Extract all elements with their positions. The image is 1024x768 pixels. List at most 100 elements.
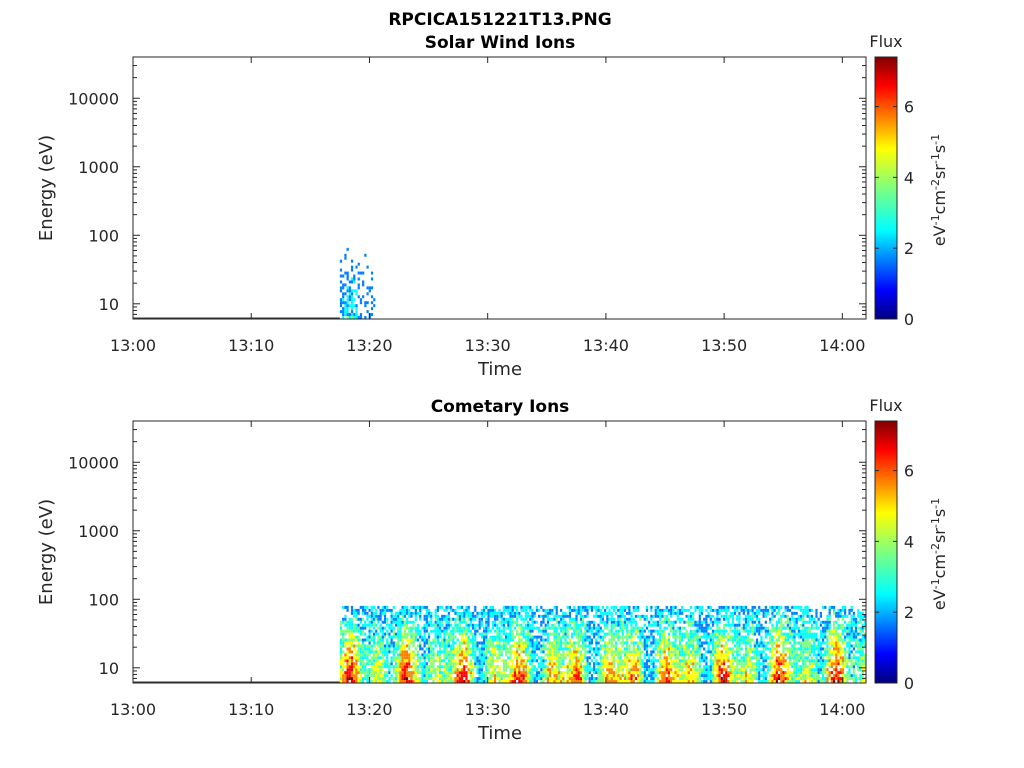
heatmap-cell xyxy=(828,611,831,615)
heatmap-cell xyxy=(835,650,838,654)
heatmap-cell xyxy=(571,674,574,678)
heatmap-cell xyxy=(500,635,503,639)
heatmap-cell xyxy=(342,662,345,666)
heatmap-cell xyxy=(522,665,525,669)
heatmap-cell xyxy=(623,608,627,612)
heatmap-cell xyxy=(652,638,655,642)
heatmap-cell xyxy=(544,629,547,633)
heatmap-cell xyxy=(692,620,695,624)
heatmap-cell xyxy=(449,647,453,651)
heatmap-cell xyxy=(716,653,719,657)
heatmap-cell xyxy=(771,641,774,645)
heatmap-cell xyxy=(725,605,728,609)
heatmap-cell xyxy=(480,614,483,618)
heatmap-cell xyxy=(489,680,492,683)
heatmap-cell xyxy=(777,638,781,642)
heatmap-cell xyxy=(474,680,477,683)
heatmap-cell xyxy=(346,662,349,666)
heatmap-cell xyxy=(524,650,528,654)
heatmap-cell xyxy=(837,671,840,675)
heatmap-cell xyxy=(399,632,402,636)
heatmap-cell xyxy=(802,647,805,651)
heatmap-cell xyxy=(388,662,391,666)
heatmap-cell xyxy=(731,650,734,654)
heatmap-cell xyxy=(353,316,356,319)
heatmap-cell xyxy=(522,662,525,666)
heatmap-cell xyxy=(810,644,814,648)
heatmap-cell xyxy=(685,641,688,645)
heatmap-cell xyxy=(513,635,516,639)
heatmap-cell xyxy=(350,259,354,263)
heatmap-cell xyxy=(714,641,717,645)
heatmap-cell xyxy=(518,662,521,666)
heatmap-cell xyxy=(474,608,477,612)
heatmap-cell xyxy=(832,608,836,612)
heatmap-cell xyxy=(780,662,783,666)
heatmap-cell xyxy=(522,641,525,645)
heatmap-cell xyxy=(399,617,402,621)
heatmap-cell xyxy=(463,650,466,654)
heatmap-cell xyxy=(364,316,367,319)
heatmap-cell xyxy=(438,632,442,636)
heatmap-cell xyxy=(498,674,501,678)
heatmap-cell xyxy=(656,605,660,609)
heatmap-cell xyxy=(491,623,494,627)
heatmap-cell xyxy=(696,653,699,657)
heatmap-cell xyxy=(694,677,697,681)
heatmap-cell xyxy=(758,623,761,627)
heatmap-cell xyxy=(791,677,794,681)
heatmap-cell xyxy=(630,674,633,678)
heatmap-cell xyxy=(414,659,417,663)
heatmap-cell xyxy=(560,680,563,683)
heatmap-cell xyxy=(586,608,589,612)
heatmap-cell xyxy=(357,316,360,319)
heatmap-cell xyxy=(414,674,417,678)
heatmap-cell xyxy=(370,605,373,609)
heatmap-cell xyxy=(348,659,351,663)
heatmap-cell xyxy=(711,650,715,654)
heatmap-cell xyxy=(650,653,653,657)
heatmap-cell xyxy=(826,656,829,660)
heatmap-cell xyxy=(736,626,739,630)
heatmap-cell xyxy=(364,626,367,630)
heatmap-cell xyxy=(645,668,649,672)
heatmap-cell xyxy=(584,644,587,648)
heatmap-cell xyxy=(542,659,545,663)
heatmap-cell xyxy=(731,620,734,624)
heatmap-cell xyxy=(487,638,490,642)
heatmap-cell xyxy=(405,620,409,624)
heatmap-cell xyxy=(832,668,836,672)
heatmap-cell xyxy=(366,647,369,651)
heatmap-cell xyxy=(381,641,384,645)
heatmap-cell xyxy=(839,644,842,648)
heatmap-cell xyxy=(542,650,545,654)
heatmap-cell xyxy=(350,650,354,654)
heatmap-cell xyxy=(718,668,721,672)
heatmap-cell xyxy=(353,274,356,278)
heatmap-cell xyxy=(639,668,642,672)
heatmap-cell xyxy=(773,680,776,683)
heatmap-cell xyxy=(432,623,435,627)
heatmap-cell xyxy=(471,668,475,672)
heatmap-cell xyxy=(793,671,796,675)
heatmap-cell xyxy=(445,680,448,683)
heatmap-cell xyxy=(608,677,611,681)
heatmap-cell xyxy=(458,605,461,609)
heatmap-cell xyxy=(438,668,442,672)
heatmap-cell xyxy=(678,668,682,672)
heatmap-cell xyxy=(821,626,825,630)
heatmap-cell xyxy=(579,635,583,639)
heatmap-cell xyxy=(408,644,411,648)
heatmap-cell xyxy=(515,617,519,621)
heatmap-cell xyxy=(535,641,539,645)
heatmap-cell xyxy=(711,629,715,633)
heatmap-cell xyxy=(696,605,699,609)
heatmap-cell xyxy=(802,674,805,678)
heatmap-cell xyxy=(634,665,638,669)
heatmap-cell xyxy=(575,635,578,639)
heatmap-cell xyxy=(379,611,382,615)
heatmap-cell xyxy=(729,677,732,681)
heatmap-cell xyxy=(628,611,631,615)
heatmap-cell xyxy=(692,638,695,642)
heatmap-cell xyxy=(621,674,624,678)
